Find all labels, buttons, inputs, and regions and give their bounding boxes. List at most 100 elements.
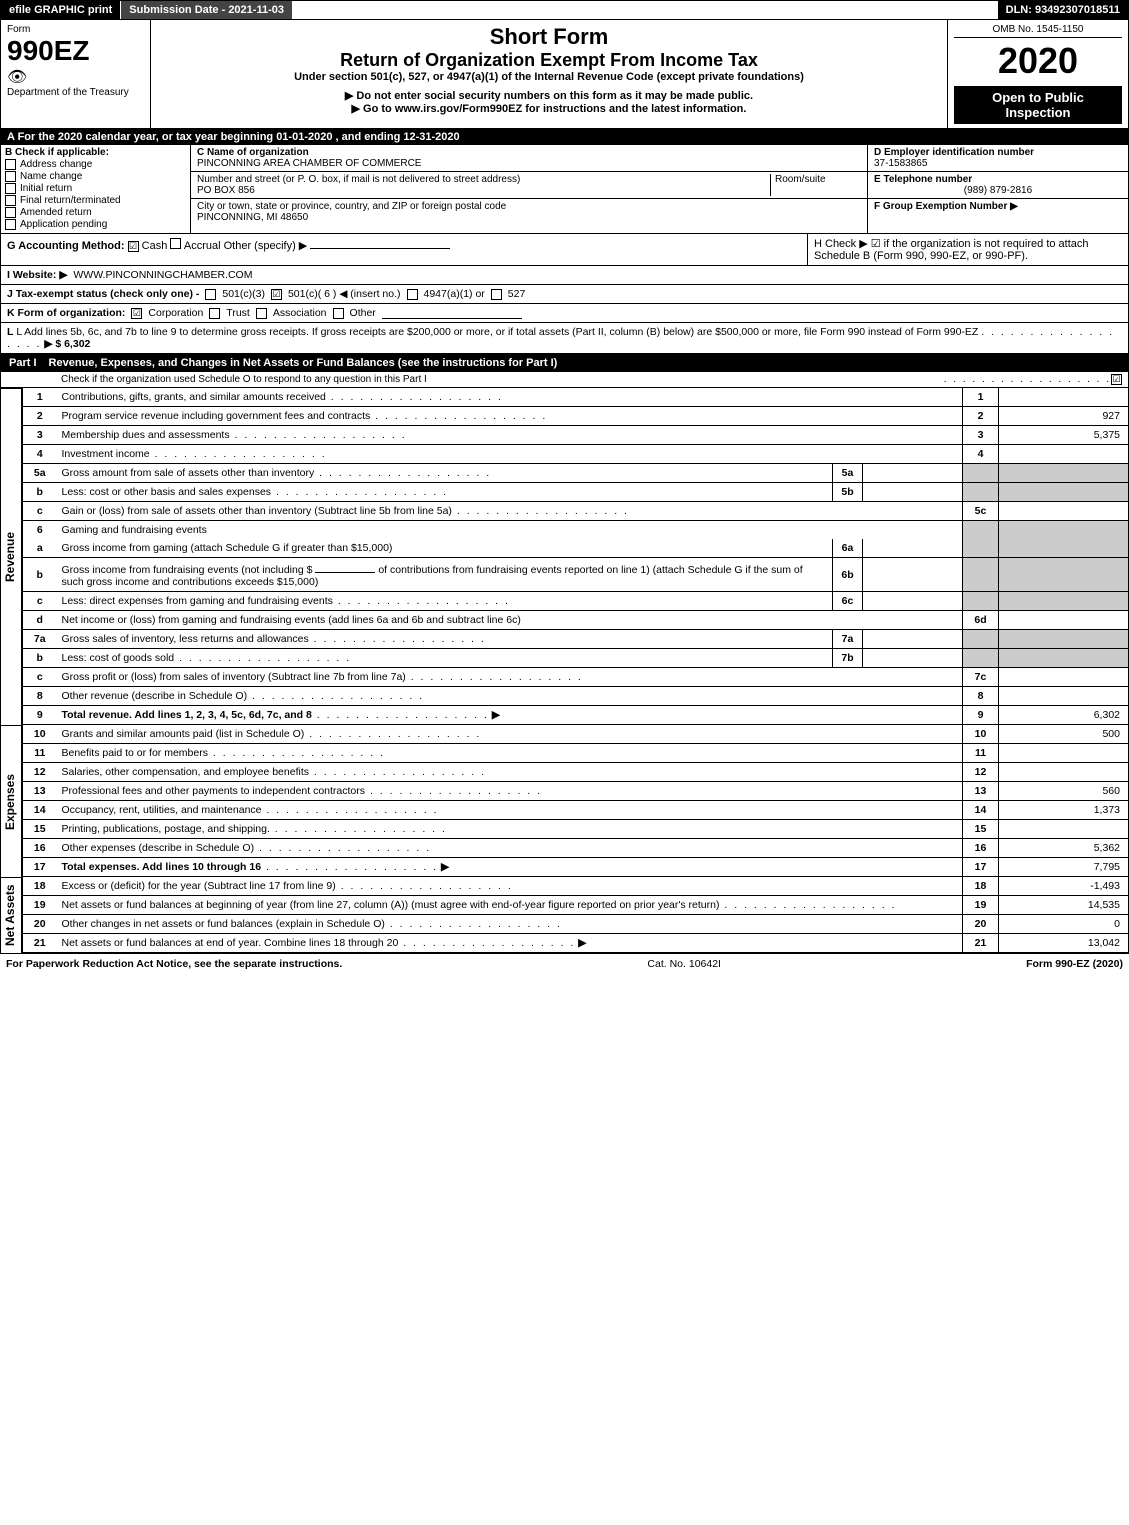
- shaded: [963, 521, 999, 540]
- sub-val: [863, 539, 963, 558]
- amount: [999, 445, 1129, 464]
- dln-label: DLN: 93492307018511: [998, 1, 1128, 19]
- line-num: 18: [963, 877, 999, 896]
- row-desc: Net assets or fund balances at end of ye…: [62, 937, 399, 949]
- amount: 500: [999, 725, 1129, 744]
- amount: [999, 820, 1129, 839]
- check-501c[interactable]: ☑: [271, 289, 282, 300]
- table-row: 21 Net assets or fund balances at end of …: [23, 934, 1129, 953]
- check-other[interactable]: [333, 308, 344, 319]
- line-num: 7c: [963, 668, 999, 687]
- line-num: 21: [963, 934, 999, 953]
- sub-label: 5b: [833, 483, 863, 502]
- row-desc: Gross amount from sale of assets other t…: [62, 467, 315, 479]
- check-association[interactable]: [256, 308, 267, 319]
- table-row: bLess: cost of goods sold7b: [23, 649, 1129, 668]
- shaded: [963, 630, 999, 649]
- line-k: K Form of organization: ☑Corporation Tru…: [0, 304, 1129, 323]
- row-num: 15: [23, 820, 57, 839]
- room-suite-label: Room/suite: [771, 174, 861, 196]
- sub-val: [863, 558, 963, 592]
- line-num: 11: [963, 744, 999, 763]
- row-desc: Grants and similar amounts paid (list in…: [62, 728, 305, 740]
- line-num: 15: [963, 820, 999, 839]
- org-addr-block: Number and street (or P. O. box, if mail…: [191, 172, 867, 199]
- org-address: PO BOX 856: [197, 185, 255, 196]
- check-527[interactable]: [491, 289, 502, 300]
- row-desc: Less: cost or other basis and sales expe…: [62, 486, 272, 498]
- row-num: 7a: [23, 630, 57, 649]
- row-num: 16: [23, 839, 57, 858]
- check-initial-return[interactable]: Initial return: [5, 183, 186, 194]
- revenue-side-label: Revenue: [0, 388, 22, 725]
- line-num: 16: [963, 839, 999, 858]
- check-name-change[interactable]: Name change: [5, 171, 186, 182]
- check-final-return[interactable]: Final return/terminated: [5, 195, 186, 206]
- part-1-title: Revenue, Expenses, and Changes in Net As…: [49, 357, 558, 369]
- row-desc: Occupancy, rent, utilities, and maintena…: [62, 804, 262, 816]
- amount: 7,795: [999, 858, 1129, 877]
- g-other: Other (specify) ▶: [224, 240, 308, 252]
- sub-val: [863, 592, 963, 611]
- line-num: 17: [963, 858, 999, 877]
- table-row: 1Contributions, gifts, grants, and simil…: [23, 388, 1129, 407]
- line-num: 10: [963, 725, 999, 744]
- checkbox-icon: [5, 183, 16, 194]
- warning-goto: ▶ Go to www.irs.gov/Form990EZ for instru…: [157, 102, 941, 115]
- row-num: 3: [23, 426, 57, 445]
- check-4947[interactable]: [407, 289, 418, 300]
- checkbox-icon: [5, 219, 16, 230]
- line-a-period: A For the 2020 calendar year, or tax yea…: [0, 129, 1129, 145]
- check-501c3[interactable]: [205, 289, 216, 300]
- table-row: 2Program service revenue including gover…: [23, 407, 1129, 426]
- amount: 14,535: [999, 896, 1129, 915]
- row-num: 4: [23, 445, 57, 464]
- check-address-change[interactable]: Address change: [5, 159, 186, 170]
- row-desc: Total revenue. Add lines 1, 2, 3, 4, 5c,…: [62, 709, 312, 721]
- group-exemption-block: F Group Exemption Number ▶: [868, 199, 1128, 214]
- row-desc: Gross sales of inventory, less returns a…: [62, 633, 309, 645]
- shaded: [999, 558, 1129, 592]
- col-b-checks: B Check if applicable: Address change Na…: [1, 145, 191, 233]
- line-j: J Tax-exempt status (check only one) - 5…: [0, 285, 1129, 304]
- footer-right: Form 990-EZ (2020): [1026, 958, 1123, 970]
- amount: 6,302: [999, 706, 1129, 725]
- row-num: 10: [23, 725, 57, 744]
- row-desc: Gain or (loss) from sale of assets other…: [62, 505, 452, 517]
- check-schedule-o[interactable]: ☑: [1111, 374, 1122, 385]
- row-num: 18: [23, 877, 57, 896]
- check-amended-return[interactable]: Amended return: [5, 207, 186, 218]
- check-label: Final return/terminated: [20, 195, 121, 206]
- website-value[interactable]: WWW.PINCONNINGCHAMBER.COM: [73, 269, 252, 281]
- section-bcdef: B Check if applicable: Address change Na…: [0, 145, 1129, 234]
- check-corporation[interactable]: ☑: [131, 308, 142, 319]
- form-header: Form 990EZ 👁 Department of the Treasury …: [0, 20, 1129, 129]
- check-application-pending[interactable]: Application pending: [5, 219, 186, 230]
- shaded: [999, 630, 1129, 649]
- row-num: a: [23, 539, 57, 558]
- check-trust[interactable]: [209, 308, 220, 319]
- row-desc: Printing, publications, postage, and shi…: [62, 823, 270, 835]
- j-opt1: 501(c)(3): [222, 288, 265, 300]
- row-num: b: [23, 483, 57, 502]
- shaded: [999, 649, 1129, 668]
- check-label: Application pending: [20, 219, 107, 230]
- row-num: 17: [23, 858, 57, 877]
- row-desc: Total expenses. Add lines 10 through 16: [62, 861, 262, 873]
- line-num: 2: [963, 407, 999, 426]
- g-other-field[interactable]: [310, 237, 450, 249]
- amount: [999, 611, 1129, 630]
- line-i: I Website: ▶ WWW.PINCONNINGCHAMBER.COM: [0, 266, 1129, 285]
- amount: 0: [999, 915, 1129, 934]
- table-row: 5aGross amount from sale of assets other…: [23, 464, 1129, 483]
- shaded: [999, 521, 1129, 540]
- shaded: [999, 464, 1129, 483]
- check-cash[interactable]: ☑: [128, 241, 139, 252]
- row-desc: Gaming and fundraising events: [62, 524, 207, 536]
- table-row: 9Total revenue. Add lines 1, 2, 3, 4, 5c…: [23, 706, 1129, 725]
- contrib-field[interactable]: [315, 561, 375, 573]
- k-other-field[interactable]: [382, 307, 522, 319]
- row-desc: Other revenue (describe in Schedule O): [62, 690, 248, 702]
- check-accrual[interactable]: [170, 238, 181, 249]
- efile-print-button[interactable]: efile GRAPHIC print: [1, 1, 121, 19]
